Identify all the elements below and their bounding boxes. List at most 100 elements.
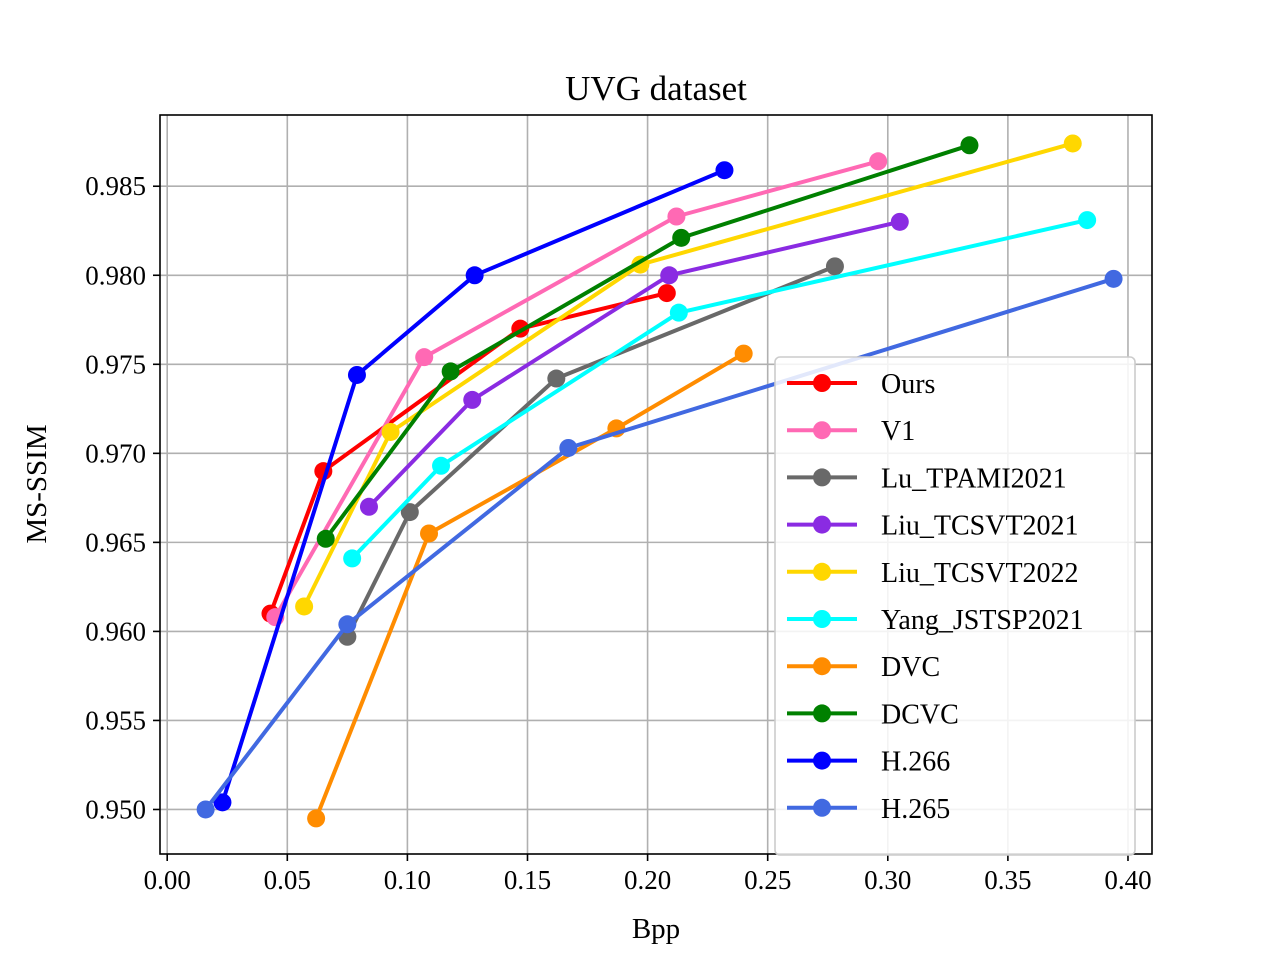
y-tick-label: 0.980 (85, 260, 146, 290)
data-point-dvc (734, 344, 753, 363)
data-point-yang-jstsp2021 (343, 549, 362, 568)
data-point-dcvc (316, 529, 335, 548)
x-tick-label: 0.30 (864, 865, 911, 895)
series-line-dvc (313, 350, 747, 821)
y-tick-label: 0.965 (85, 527, 146, 557)
y-axis-label: MS-SSIM (21, 424, 53, 543)
data-point-yang-jstsp2021 (432, 456, 451, 475)
ticks: 0.00 0.05 0.10 0.15 0.20 0.25 0.30 0.35 0.40 0.95… (85, 171, 1151, 895)
series-lu-tpami2021 (338, 257, 844, 646)
legend-swatch-marker (813, 610, 831, 628)
x-tick-label: 0.05 (264, 865, 311, 895)
legend-label: Liu_TCSVT2021 (881, 511, 1079, 542)
series-line-yang-jstsp2021 (349, 217, 1090, 562)
legend-item: H.265 (787, 794, 950, 825)
legend-label: Ours (881, 369, 935, 400)
legend-item: Lu_TPAMI2021 (787, 463, 1067, 494)
series-ours (261, 284, 676, 623)
data-point-h-266 (213, 793, 232, 812)
series-line-liu-tcsvt2021 (366, 219, 903, 510)
legend-item: H.266 (787, 747, 950, 778)
legend-label: V1 (881, 416, 915, 447)
legend-label: Lu_TPAMI2021 (881, 463, 1067, 494)
data-point-liu-tcsvt2021 (660, 266, 679, 285)
x-tick-label: 0.35 (984, 865, 1031, 895)
x-tick-label: 0.25 (744, 865, 791, 895)
data-point-liu-tcsvt2022 (1063, 134, 1082, 153)
y-tick-label: 0.955 (85, 705, 146, 735)
data-point-h-265 (1104, 269, 1123, 288)
series-line-h-266 (219, 167, 728, 805)
data-point-h-266 (347, 365, 366, 384)
x-tick-label: 0.10 (384, 865, 431, 895)
data-point-dcvc (441, 362, 460, 381)
data-point-lu-tpami2021 (825, 257, 844, 276)
series-line-liu-tcsvt2022 (301, 141, 1076, 610)
data-point-dvc (420, 524, 439, 543)
data-point-h-265 (338, 615, 357, 634)
series-liu-tcsvt2021 (359, 212, 909, 516)
x-tick-label: 0.20 (624, 865, 671, 895)
y-tick-label: 0.960 (85, 616, 146, 646)
legend-item: Liu_TCSVT2022 (787, 558, 1079, 589)
legend-item: Ours (787, 369, 935, 400)
data-point-dvc (307, 809, 326, 828)
legend-label: H.266 (881, 747, 950, 778)
legend-label: Liu_TCSVT2022 (881, 558, 1079, 589)
series-line-v1 (272, 158, 881, 620)
data-point-liu-tcsvt2022 (295, 597, 314, 616)
data-point-liu-tcsvt2021 (359, 497, 378, 516)
data-point-yang-jstsp2021 (669, 303, 688, 322)
legend-item: V1 (787, 416, 915, 447)
legend-label: DVC (881, 652, 940, 683)
chart-title: UVG dataset (565, 69, 747, 108)
y-tick-label: 0.970 (85, 438, 146, 468)
data-point-h-265 (196, 800, 215, 819)
legend-item: Yang_JSTSP2021 (787, 605, 1084, 636)
legend: Ours V1 Lu_TPAMI2021 Liu_TCSVT2021 Liu_TCSVT… (774, 356, 1136, 856)
data-point-liu-tcsvt2021 (463, 390, 482, 409)
data-point-dcvc (960, 136, 979, 155)
legend-swatch-marker (813, 421, 831, 440)
x-axis-label: Bpp (632, 913, 680, 945)
legend-label: Yang_JSTSP2021 (881, 605, 1084, 636)
series-line-ours (267, 290, 670, 617)
legend-swatch-marker (813, 798, 831, 817)
data-point-v1 (667, 207, 686, 226)
series-liu-tcsvt2022 (295, 134, 1082, 616)
data-point-h-266 (715, 161, 734, 180)
series-v1 (266, 152, 888, 627)
data-point-v1 (869, 152, 888, 171)
legend-item: Liu_TCSVT2021 (787, 511, 1079, 542)
legend-swatch-marker (813, 515, 831, 534)
x-tick-label: 0.00 (144, 865, 191, 895)
data-point-lu-tpami2021 (400, 503, 419, 522)
data-point-ours (657, 284, 676, 303)
data-point-yang-jstsp2021 (1078, 211, 1097, 230)
y-tick-label: 0.975 (85, 349, 146, 379)
data-point-dcvc (672, 228, 691, 247)
data-point-v1 (415, 348, 434, 367)
series-line-dcvc (322, 142, 973, 542)
data-point-h-265 (559, 438, 578, 457)
legend-label: H.265 (881, 794, 950, 825)
legend-item: DCVC (787, 699, 959, 730)
legend-swatch-marker (813, 657, 831, 676)
legend-swatch-marker (813, 468, 831, 487)
legend-swatch-marker (813, 562, 831, 581)
y-tick-label: 0.950 (85, 794, 146, 824)
series-line-lu-tpami2021 (344, 263, 838, 640)
series-yang-jstsp2021 (343, 211, 1097, 568)
data-point-lu-tpami2021 (547, 369, 566, 388)
series-h-266 (213, 161, 734, 812)
x-tick-label: 0.15 (504, 865, 551, 895)
legend-swatch-marker (813, 374, 831, 392)
legend-frame (774, 356, 1136, 856)
data-point-h-266 (465, 266, 484, 285)
data-point-liu-tcsvt2021 (890, 212, 909, 231)
plot-frame (159, 114, 1153, 855)
legend-swatch-marker (813, 751, 831, 770)
series-dcvc (316, 136, 979, 548)
legend-swatch-marker (813, 704, 831, 723)
